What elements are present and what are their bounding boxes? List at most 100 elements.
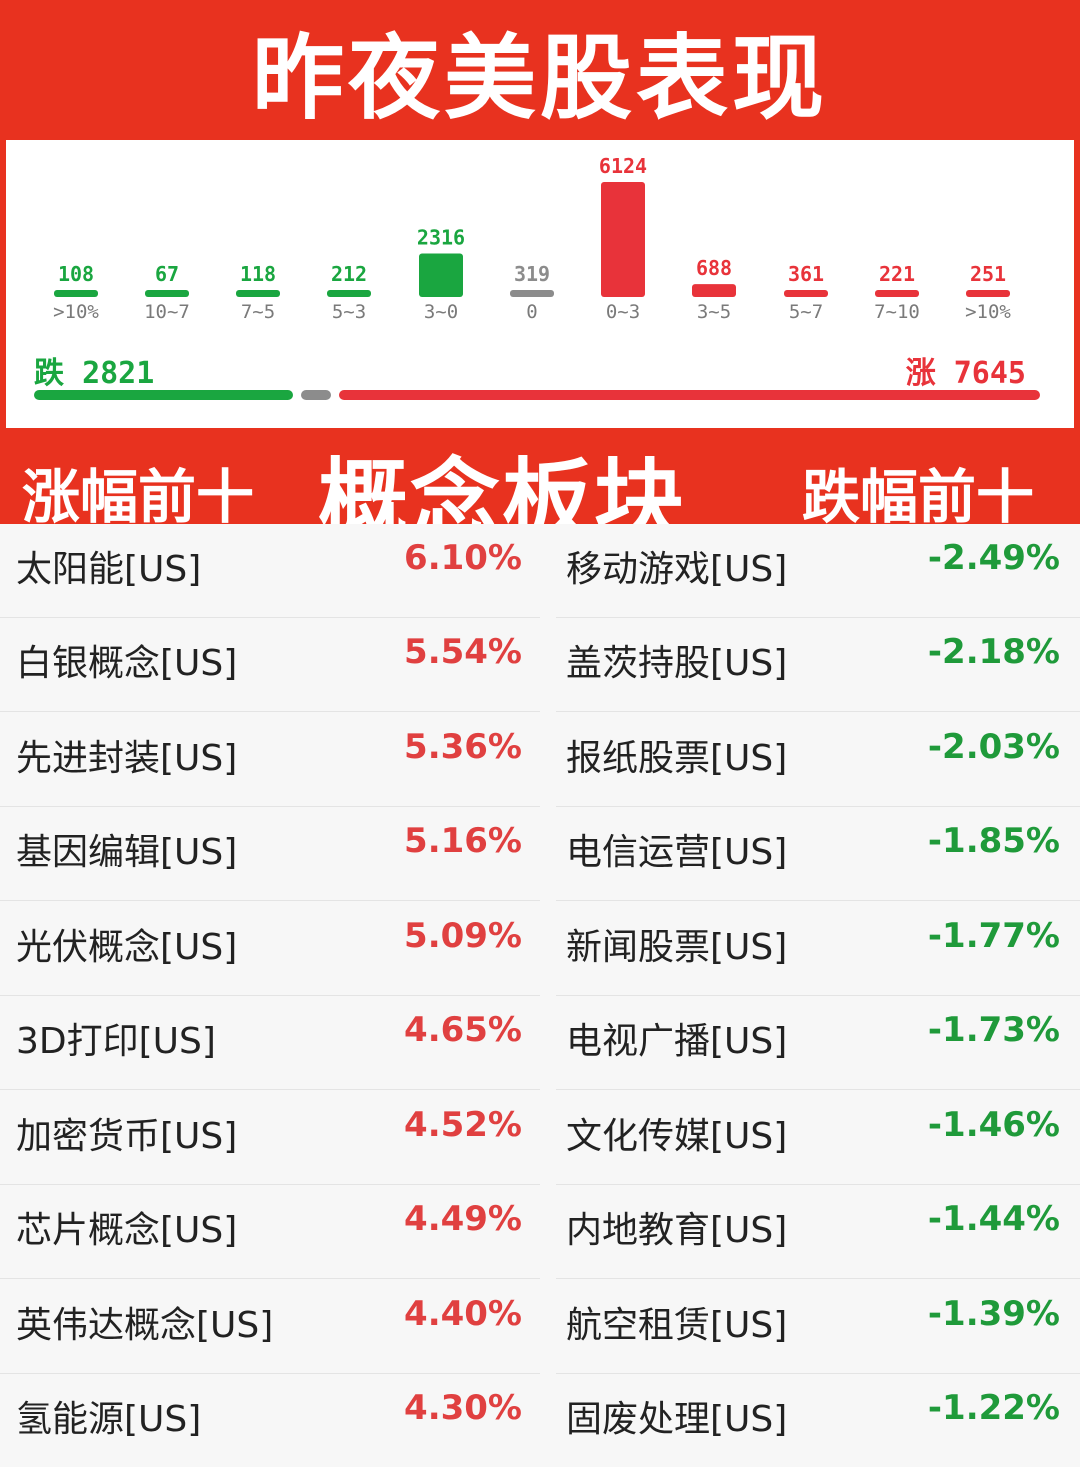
fall-ratio-bar: [34, 390, 293, 400]
bar-category-label: 10~7: [144, 301, 190, 323]
rise-label: 涨: [905, 356, 936, 391]
table-row: 3D打印[US] 4.65% 电视广播[US] -1.73%: [0, 996, 1080, 1090]
bar-category-label: 5~7: [789, 301, 823, 323]
gainer-pct: 5.09%: [404, 916, 522, 956]
table-row: 先进封装[US] 5.36% 报纸股票[US] -2.03%: [0, 713, 1080, 807]
losers-heading: 跌幅前十: [801, 463, 1034, 531]
row-divider: [556, 1184, 1080, 1185]
bar-category-label: 7~5: [241, 301, 275, 323]
loser-name: 文化传媒[US]: [566, 1116, 788, 1157]
flat-ratio-bar: [300, 390, 331, 400]
rise-ratio-bar: [338, 390, 1040, 400]
gainer-pct: 4.52%: [404, 1105, 522, 1145]
distribution-bar: [784, 290, 828, 297]
gainer-name: 加密货币[US]: [16, 1116, 238, 1157]
bar-value-label: 361: [788, 262, 824, 286]
fall-tally: 跌 2821: [34, 348, 154, 392]
table-row: 光伏概念[US] 5.09% 新闻股票[US] -1.77%: [0, 902, 1080, 996]
title-banner: 昨夜美股表现: [0, 0, 1080, 140]
distribution-bar: [145, 290, 189, 297]
table-row: 氢能源[US] 4.30% 固废处理[US] -1.22%: [0, 1374, 1080, 1468]
distribution-bar: [601, 182, 645, 297]
row-divider: [556, 1089, 1080, 1090]
bar-category-label: 0: [526, 301, 537, 323]
distribution-bar: [692, 284, 736, 297]
gainer-name: 先进封装[US]: [16, 738, 238, 779]
loser-pct: -1.44%: [927, 1199, 1060, 1239]
row-divider: [0, 900, 540, 901]
row-divider: [0, 1184, 540, 1185]
loser-pct: -1.39%: [927, 1294, 1060, 1334]
gainer-name: 英伟达概念[US]: [16, 1305, 274, 1346]
loser-pct: -1.73%: [927, 1010, 1060, 1050]
distribution-bar: [327, 290, 371, 297]
loser-name: 航空租赁[US]: [566, 1305, 788, 1346]
bar-value-label: 2316: [417, 226, 465, 250]
bar-value-label: 6124: [599, 154, 647, 178]
distribution-chart: 108 >10% 67 10~7 118 7~5 212 5~3 2316 3~0 319 0 6124…: [53, 154, 1011, 323]
loser-name: 报纸股票[US]: [566, 738, 788, 779]
gainer-name: 芯片概念[US]: [16, 1210, 238, 1251]
bar-category-label: 7~10: [874, 301, 920, 323]
rise-tally: 涨 7645: [906, 348, 1026, 392]
bar-category-label: 3~5: [697, 301, 731, 323]
sector-table: 太阳能[US] 6.10% 移动游戏[US] -2.49% 白银概念[US] 5…: [0, 524, 1080, 1467]
page-title: 昨夜美股表现: [251, 24, 828, 132]
distribution-panel: 108 >10% 67 10~7 118 7~5 212 5~3 2316 3~0 319 0 6124…: [0, 140, 1080, 430]
loser-name: 盖茨持股[US]: [566, 643, 788, 684]
loser-name: 新闻股票[US]: [566, 927, 788, 968]
gainer-pct: 4.40%: [404, 1294, 522, 1334]
loser-pct: -1.85%: [927, 821, 1060, 861]
gainer-pct: 5.16%: [404, 821, 522, 861]
bar-value-label: 67: [155, 262, 179, 286]
bar-value-label: 688: [696, 256, 732, 280]
table-row: 芯片概念[US] 4.49% 内地教育[US] -1.44%: [0, 1185, 1080, 1279]
bar-category-label: 5~3: [332, 301, 366, 323]
sector-banner: 涨幅前十 概念板块 跌幅前十: [0, 428, 1080, 554]
bar-category-label: >10%: [965, 301, 1011, 323]
loser-name: 电信运营[US]: [566, 832, 788, 873]
fall-count: 2821: [82, 356, 155, 391]
table-row: 太阳能[US] 6.10% 移动游戏[US] -2.49%: [0, 524, 1080, 618]
row-divider: [556, 1278, 1080, 1279]
row-divider: [556, 617, 1080, 618]
gainer-pct: 6.10%: [404, 538, 522, 578]
gainer-name: 太阳能[US]: [16, 549, 202, 590]
bar-category-label: >10%: [53, 301, 99, 323]
distribution-bar: [236, 290, 280, 297]
bar-value-label: 221: [879, 262, 915, 286]
bar-value-label: 251: [970, 262, 1006, 286]
distribution-bar: [510, 290, 554, 297]
loser-pct: -1.46%: [927, 1105, 1060, 1145]
gainer-pct: 5.36%: [404, 727, 522, 767]
gainer-pct: 4.65%: [404, 1010, 522, 1050]
bar-value-label: 108: [58, 262, 94, 286]
row-divider: [0, 617, 540, 618]
loser-name: 电视广播[US]: [566, 1021, 788, 1062]
loser-pct: -1.77%: [927, 916, 1060, 956]
gainer-name: 光伏概念[US]: [16, 927, 238, 968]
loser-pct: -2.03%: [927, 727, 1060, 767]
table-row: 白银概念[US] 5.54% 盖茨持股[US] -2.18%: [0, 618, 1080, 712]
row-divider: [556, 711, 1080, 712]
row-divider: [0, 1278, 540, 1279]
row-divider: [556, 900, 1080, 901]
row-divider: [0, 1089, 540, 1090]
gainer-pct: 4.30%: [404, 1388, 522, 1428]
row-divider: [0, 1373, 540, 1374]
row-divider: [556, 806, 1080, 807]
gainers-heading: 涨幅前十: [22, 463, 255, 531]
gainer-pct: 5.54%: [404, 632, 522, 672]
bar-value-label: 118: [240, 262, 276, 286]
loser-name: 移动游戏[US]: [566, 549, 788, 590]
bar-category-label: 3~0: [424, 301, 458, 323]
distribution-bar: [419, 253, 463, 297]
row-divider: [0, 995, 540, 996]
gainer-pct: 4.49%: [404, 1199, 522, 1239]
gainer-name: 氢能源[US]: [16, 1399, 202, 1440]
distribution-bar: [966, 290, 1010, 297]
row-divider: [556, 1373, 1080, 1374]
row-divider: [556, 995, 1080, 996]
loser-pct: -2.18%: [927, 632, 1060, 672]
gainer-name: 基因编辑[US]: [16, 832, 238, 873]
